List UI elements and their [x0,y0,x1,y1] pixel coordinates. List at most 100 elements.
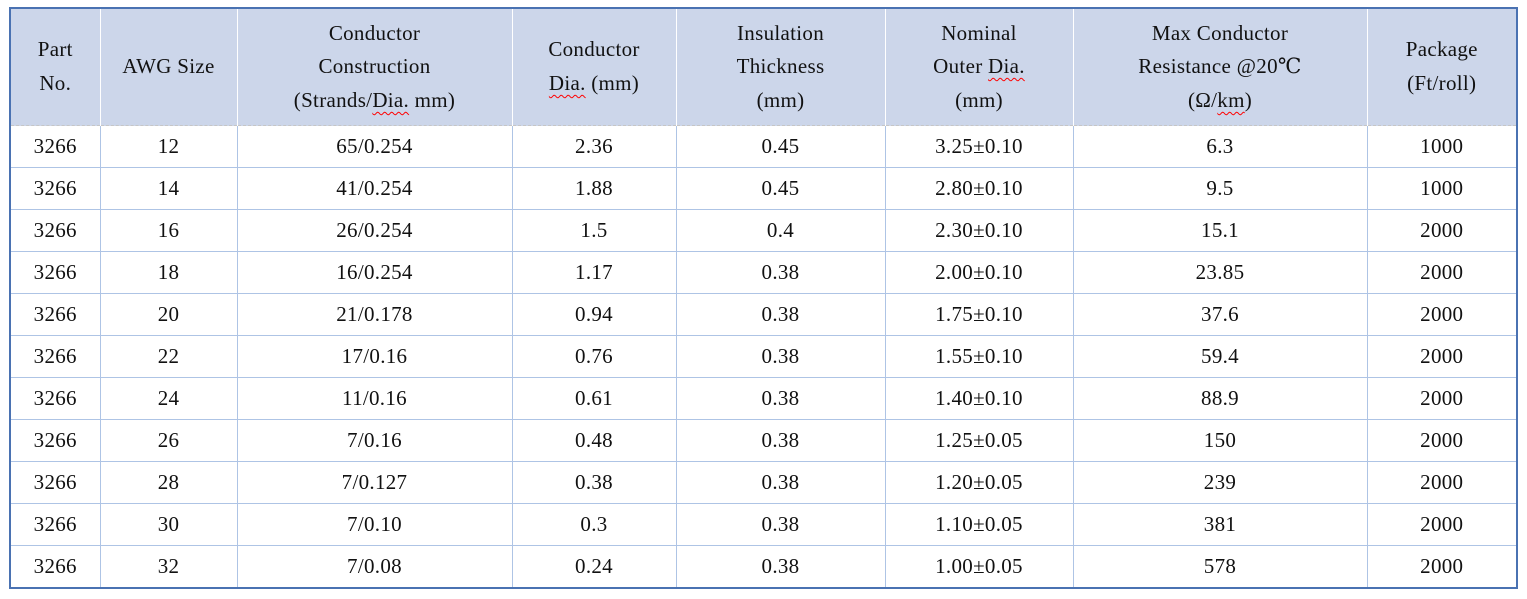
cell-insulation-thickness: 0.38 [676,335,886,378]
cell-awg-size: 22 [100,335,238,378]
cell-nominal-outer-dia: 1.55±0.10 [885,335,1074,378]
cell-max-conductor-resistance: 381 [1073,503,1368,546]
cell-awg-size: 14 [100,167,238,210]
header-line: Conductor [328,20,421,45]
cell-conductor-construction: 7/0.08 [237,545,513,588]
table-row: 3266 20 21/0.178 0.94 0.38 1.75±0.10 37.6 2000 [10,293,1517,336]
header-line: (mm) [955,87,1003,112]
cell-conductor-dia: 0.76 [512,335,677,378]
cell-package: 2000 [1367,503,1517,546]
cell-conductor-construction: 11/0.16 [237,377,513,420]
cell-insulation-thickness: 0.4 [676,209,886,252]
cell-conductor-construction: 26/0.254 [237,209,513,252]
cell-package: 2000 [1367,545,1517,588]
table-header-row: Part No. AWG Size Conductor Construction (Str… [10,8,1517,126]
cell-part-no: 3266 [10,167,101,210]
cell-insulation-thickness: 0.45 [676,125,886,168]
cell-package: 1000 [1367,125,1517,168]
table-row: 3266 24 11/0.16 0.61 0.38 1.40±0.10 88.9 2000 [10,377,1517,420]
cell-conductor-dia: 0.24 [512,545,677,588]
cell-part-no: 3266 [10,125,101,168]
cell-awg-size: 26 [100,419,238,462]
cell-conductor-construction: 7/0.16 [237,419,513,462]
header-line: Package [1405,37,1478,62]
cell-conductor-dia: 0.3 [512,503,677,546]
cell-max-conductor-resistance: 59.4 [1073,335,1368,378]
cell-conductor-construction: 7/0.10 [237,503,513,546]
column-header-package: Package (Ft/roll) [1367,8,1517,126]
cell-nominal-outer-dia: 2.30±0.10 [885,209,1074,252]
header-line: Outer Dia. [933,54,1025,79]
cell-package: 2000 [1367,209,1517,252]
cell-package: 2000 [1367,335,1517,378]
cell-insulation-thickness: 0.38 [676,293,886,336]
cell-awg-size: 24 [100,377,238,420]
cell-part-no: 3266 [10,293,101,336]
header-line: Part [37,37,73,62]
cell-package: 2000 [1367,293,1517,336]
cell-nominal-outer-dia: 2.00±0.10 [885,251,1074,294]
cell-conductor-dia: 0.94 [512,293,677,336]
cell-insulation-thickness: 0.38 [676,461,886,504]
spellcheck-underline: Dia. [372,87,410,112]
cell-part-no: 3266 [10,503,101,546]
spellcheck-underline: km [1217,87,1245,112]
cell-insulation-thickness: 0.38 [676,545,886,588]
cell-max-conductor-resistance: 37.6 [1073,293,1368,336]
table-row: 3266 18 16/0.254 1.17 0.38 2.00±0.10 23.85 2000 [10,251,1517,294]
cell-conductor-construction: 16/0.254 [237,251,513,294]
cell-conductor-dia: 0.61 [512,377,677,420]
cell-conductor-dia: 0.38 [512,461,677,504]
cell-package: 2000 [1367,419,1517,462]
header-line: Resistance @20℃ [1138,54,1302,79]
column-header-part-no: Part No. [10,8,101,126]
cell-nominal-outer-dia: 2.80±0.10 [885,167,1074,210]
header-line: (Strands/Dia. mm) [293,87,456,112]
cell-package: 2000 [1367,377,1517,420]
table-row: 3266 30 7/0.10 0.3 0.38 1.10±0.05 381 2000 [10,503,1517,546]
column-header-conductor-dia: Conductor Dia. (mm) [512,8,677,126]
spellcheck-underline: Dia. [548,71,586,95]
cell-max-conductor-resistance: 239 [1073,461,1368,504]
table-row: 3266 26 7/0.16 0.48 0.38 1.25±0.05 150 2000 [10,419,1517,462]
cell-conductor-dia: 1.88 [512,167,677,210]
cell-max-conductor-resistance: 88.9 [1073,377,1368,420]
cell-conductor-dia: 2.36 [512,125,677,168]
cell-conductor-construction: 7/0.127 [237,461,513,504]
cell-conductor-dia: 1.5 [512,209,677,252]
cell-max-conductor-resistance: 9.5 [1073,167,1368,210]
cell-max-conductor-resistance: 6.3 [1073,125,1368,168]
cell-part-no: 3266 [10,461,101,504]
cell-conductor-construction: 17/0.16 [237,335,513,378]
cell-part-no: 3266 [10,335,101,378]
cell-insulation-thickness: 0.38 [676,503,886,546]
cell-awg-size: 20 [100,293,238,336]
header-line: Dia. (mm) [548,71,640,95]
cell-nominal-outer-dia: 1.75±0.10 [885,293,1074,336]
cell-awg-size: 32 [100,545,238,588]
header-line: Insulation [737,20,824,45]
header-line: AWG Size [122,54,215,79]
cell-part-no: 3266 [10,209,101,252]
cell-part-no: 3266 [10,377,101,420]
cell-part-no: 3266 [10,251,101,294]
cell-awg-size: 30 [100,503,238,546]
cell-nominal-outer-dia: 1.10±0.05 [885,503,1074,546]
cell-awg-size: 28 [100,461,238,504]
cell-awg-size: 18 [100,251,238,294]
cell-nominal-outer-dia: 1.20±0.05 [885,461,1074,504]
column-header-conductor-construction: Conductor Construction (Strands/Dia. mm) [237,8,513,126]
cell-conductor-dia: 0.48 [512,419,677,462]
cell-insulation-thickness: 0.45 [676,167,886,210]
header-line: (Ω/km) [1187,87,1253,112]
cell-max-conductor-resistance: 578 [1073,545,1368,588]
cell-insulation-thickness: 0.38 [676,251,886,294]
cell-insulation-thickness: 0.38 [676,377,886,420]
cell-conductor-construction: 65/0.254 [237,125,513,168]
column-header-nominal-outer-dia: Nominal Outer Dia. (mm) [885,8,1074,126]
header-line: Thickness [736,54,825,79]
cell-max-conductor-resistance: 15.1 [1073,209,1368,252]
cell-part-no: 3266 [10,545,101,588]
wire-spec-table: Part No. AWG Size Conductor Construction (Str… [9,7,1518,589]
column-header-awg-size: AWG Size [100,8,238,126]
